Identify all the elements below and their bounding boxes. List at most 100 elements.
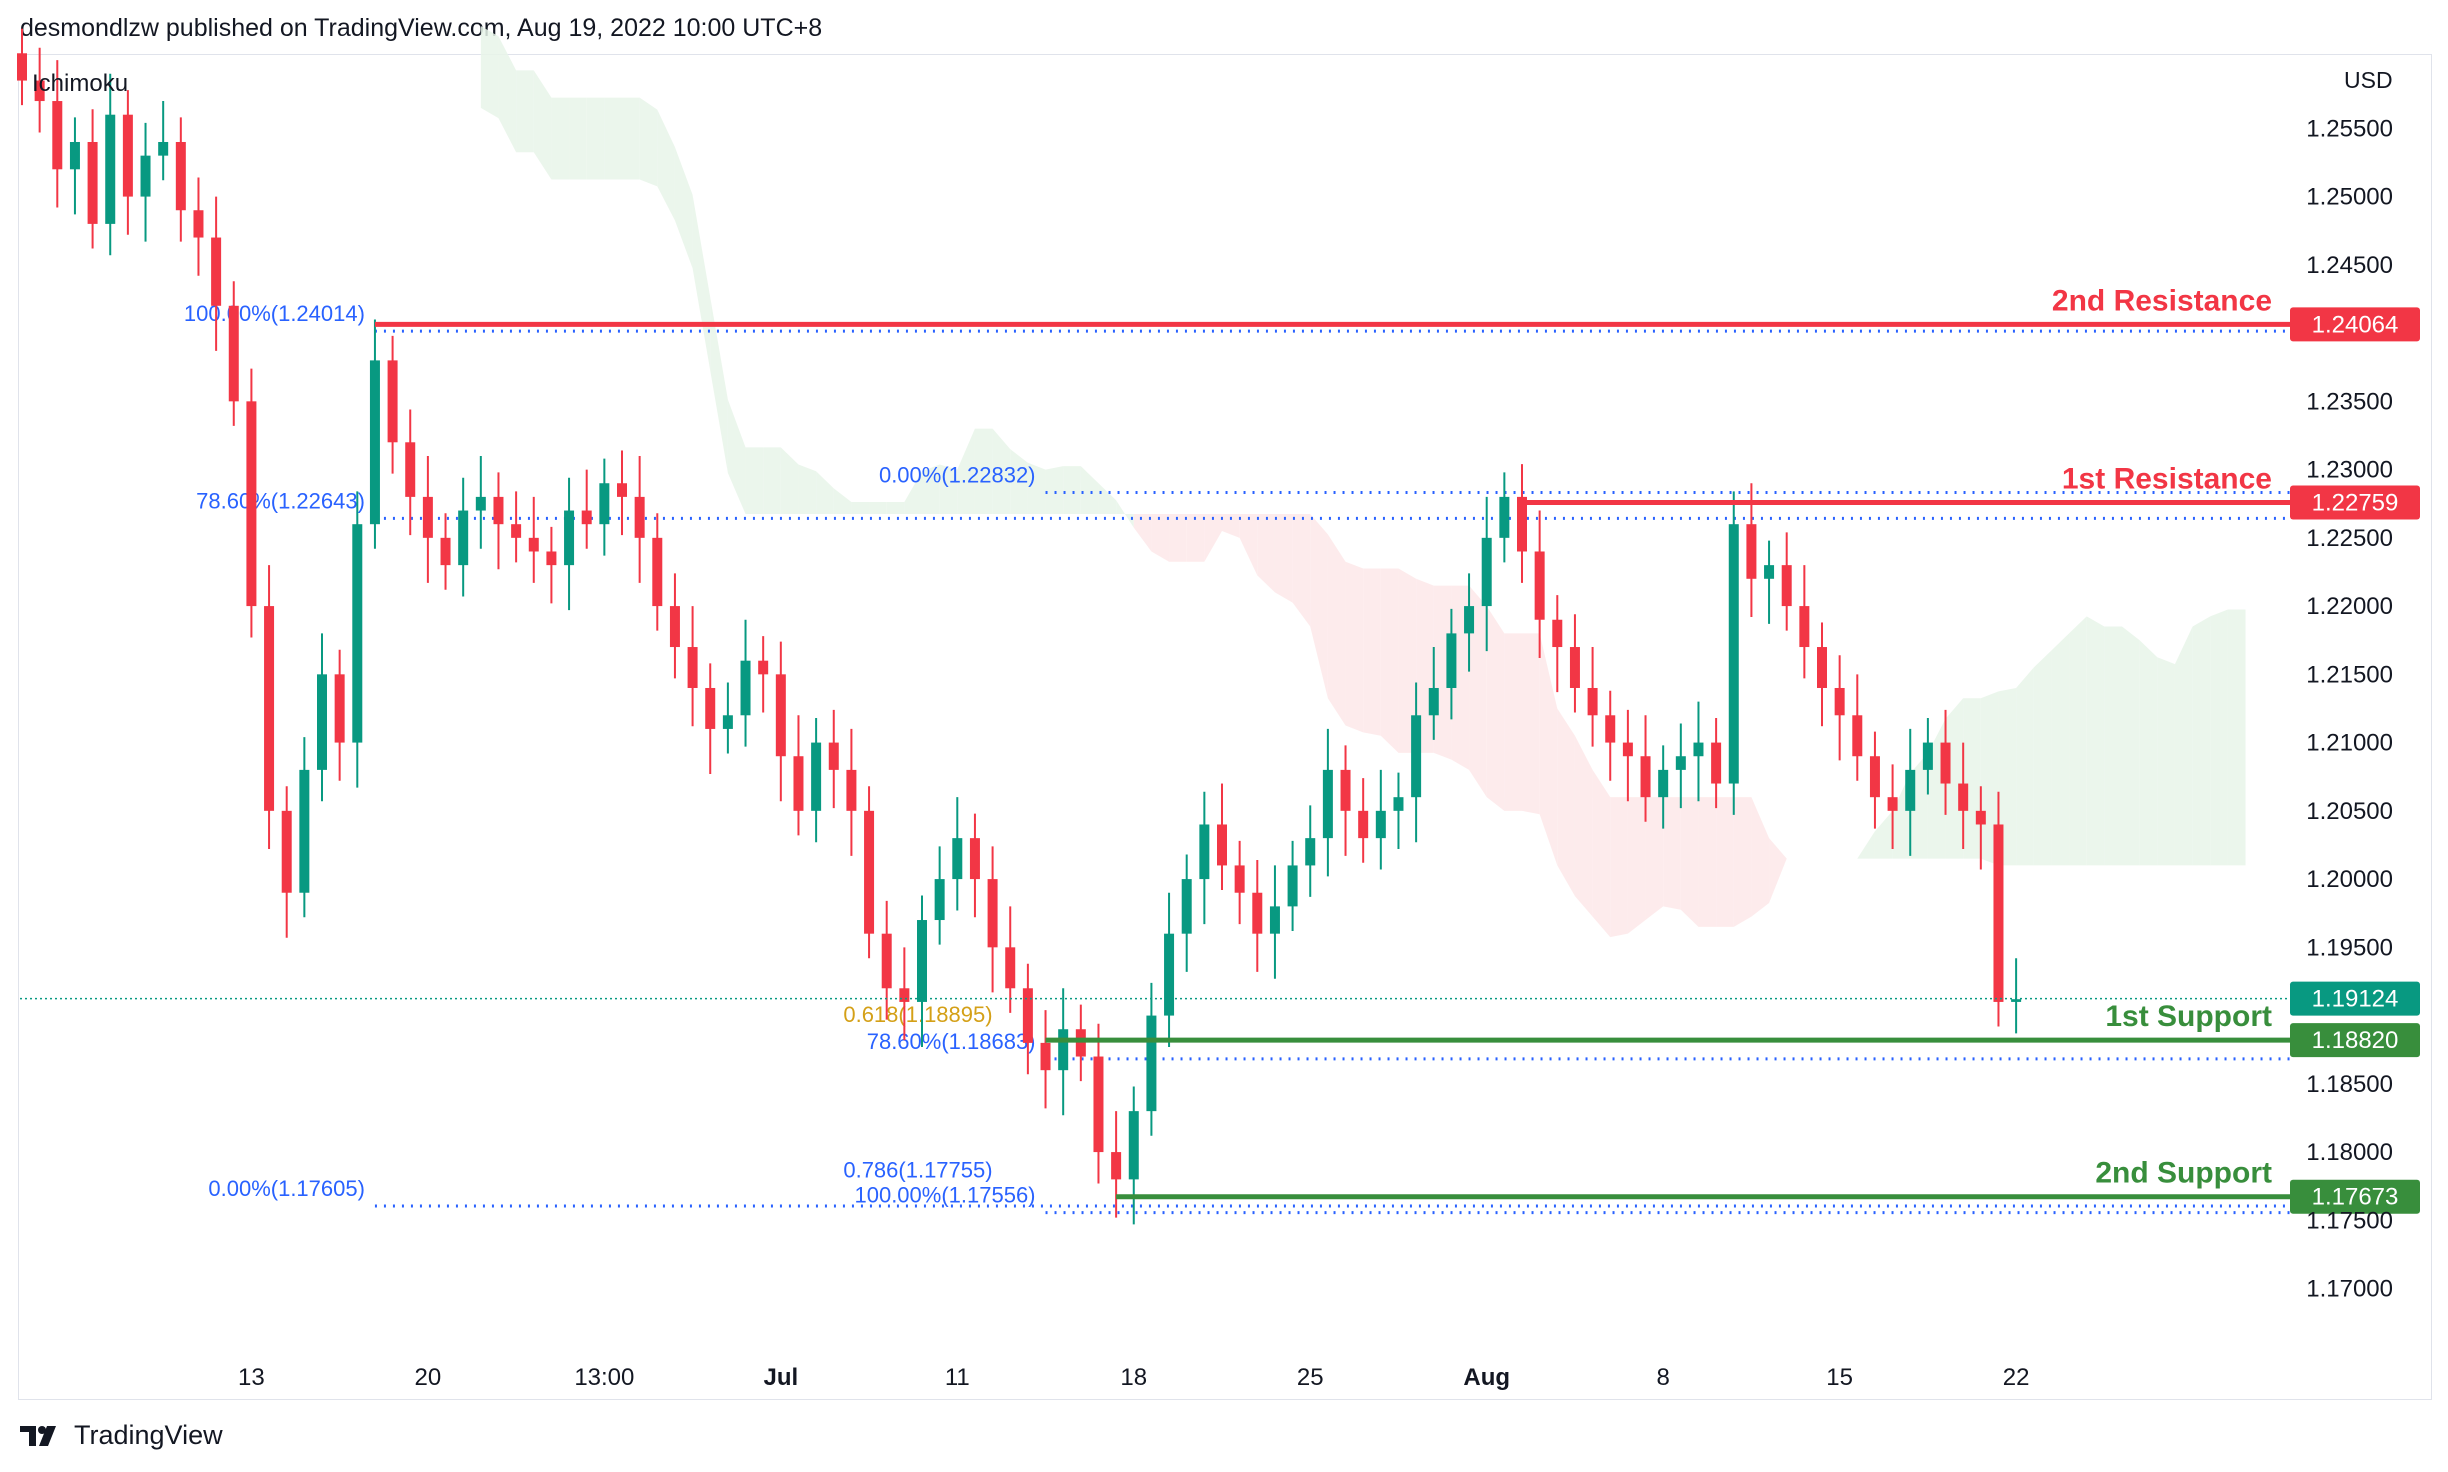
x-tick-label: 13 <box>238 1364 265 1391</box>
level-price-tag <box>2290 1179 2420 1214</box>
ichimoku-cloud-segment <box>710 297 728 474</box>
candle-body <box>193 210 204 238</box>
candle-body <box>493 496 504 525</box>
ichimoku-cloud-segment <box>533 70 552 180</box>
y-tick-label: 1.20500 <box>2306 798 2393 825</box>
ichimoku-cloud-segment <box>851 502 870 514</box>
candle-body <box>652 537 663 607</box>
candle-body <box>1605 715 1616 743</box>
ichimoku-cloud-segment <box>1045 466 1064 514</box>
candle-body <box>1022 988 1033 1043</box>
candle-body <box>617 483 627 497</box>
candle-body <box>1393 797 1404 811</box>
candle-body <box>1887 797 1898 811</box>
ichimoku-cloud-segment <box>639 97 658 187</box>
candle-body <box>1287 865 1298 907</box>
ichimoku-cloud-segment <box>1592 769 1611 938</box>
candle-body <box>422 496 433 538</box>
ichimoku-cloud-segment <box>833 488 852 514</box>
fib-label: 0.00%(1.17605) <box>208 1176 365 1201</box>
candle-body <box>369 360 380 525</box>
candle-body <box>34 80 45 102</box>
candle-body <box>1534 551 1545 620</box>
ichimoku-cloud-segment <box>1398 568 1417 753</box>
candle-body <box>52 101 63 170</box>
candle-body <box>1305 838 1316 866</box>
ichimoku-cloud-segment <box>2139 640 2158 866</box>
candle-body <box>1817 647 1827 688</box>
ichimoku-cloud-segment <box>1927 718 1946 859</box>
ichimoku-cloud-segment <box>1769 838 1787 903</box>
ichimoku-cloud-segment <box>1663 797 1681 910</box>
candle-body <box>705 687 716 729</box>
candle-body <box>87 141 98 224</box>
y-tick-label: 1.21500 <box>2306 661 2393 688</box>
ichimoku-cloud-segment <box>1433 585 1452 760</box>
candle-body <box>334 674 345 743</box>
candle-body <box>1958 783 1969 811</box>
candle-body <box>1993 824 2004 1002</box>
ichimoku-cloud-segment <box>763 447 781 514</box>
candle-body <box>528 537 539 552</box>
candle-body <box>546 551 557 566</box>
y-tick-label: 1.23500 <box>2306 388 2393 415</box>
ichimoku-cloud-segment <box>1469 585 1487 798</box>
candle-body <box>1552 619 1563 648</box>
ichimoku-cloud-segment <box>1522 633 1540 815</box>
ichimoku-cloud-segment <box>1116 500 1134 528</box>
ichimoku-cloud-segment <box>1063 466 1081 514</box>
ichimoku-cloud-segment <box>992 428 1011 514</box>
last-price-tag <box>2290 981 2420 1016</box>
candle-body <box>211 237 222 306</box>
candle-body <box>1358 810 1369 839</box>
candle-body <box>1252 892 1263 934</box>
y-tick-label: 1.23000 <box>2306 457 2393 484</box>
ichimoku-cloud-segment <box>1504 633 1522 811</box>
ichimoku-cloud-segment <box>939 464 958 514</box>
candle-body <box>475 496 486 511</box>
candles-layer <box>17 28 2022 1225</box>
x-tick-label: 11 <box>945 1364 970 1391</box>
ichimoku-cloud-segment <box>798 464 817 514</box>
last-price-text: 1.19124 <box>2312 986 2399 1013</box>
candle-body <box>317 674 327 770</box>
ichimoku-cloud-segment <box>1733 797 1752 927</box>
y-tick-label: 1.18000 <box>2306 1139 2393 1166</box>
ichimoku-cloud-segment <box>674 147 693 269</box>
ichimoku-cloud-segment <box>2033 650 2052 866</box>
ichimoku-cloud-segment <box>2122 626 2140 866</box>
candle-body <box>1693 742 1704 757</box>
ichimoku-cloud-segment <box>1204 513 1222 562</box>
x-tick-label: 20 <box>415 1364 442 1391</box>
ichimoku-cloud-segment <box>2051 633 2070 866</box>
x-tick-label: 22 <box>2003 1364 2030 1391</box>
ichimoku-cloud-segment <box>1716 797 1734 927</box>
candle-body <box>1675 756 1686 770</box>
ichimoku-cloud-segment <box>692 194 711 371</box>
candle-body <box>352 524 363 743</box>
candle-body <box>564 510 575 566</box>
candle-body <box>1075 1029 1086 1057</box>
candle-body <box>281 810 292 893</box>
ichimoku-cloud-segment <box>1698 797 1717 927</box>
indicator-label[interactable]: Ichimoku <box>32 70 128 97</box>
candle-body <box>740 660 751 716</box>
candle-body <box>1905 769 1916 811</box>
footer-logo[interactable]: TradingView <box>20 1420 223 1451</box>
y-tick-label: 1.19500 <box>2306 934 2393 961</box>
ichimoku-cloud-segment <box>745 447 764 514</box>
ichimoku-cloud-segment <box>1169 513 1187 562</box>
candle-body <box>775 674 786 757</box>
level-price-text: 1.18820 <box>2312 1027 2399 1054</box>
ichimoku-cloud-segment <box>1186 513 1205 562</box>
ichimoku-cloud-segment <box>1098 483 1117 514</box>
candle-body <box>1869 756 1880 798</box>
level-price-text: 1.17673 <box>2312 1184 2399 1211</box>
candle-body <box>1199 824 1210 880</box>
candle-body <box>17 53 27 81</box>
ichimoku-cloud-segment <box>2174 626 2193 866</box>
fib-extra-label: 0.618(1.18895) <box>843 1002 992 1027</box>
ichimoku-cloud-segment <box>1010 449 1028 514</box>
candle-body <box>1217 824 1227 866</box>
